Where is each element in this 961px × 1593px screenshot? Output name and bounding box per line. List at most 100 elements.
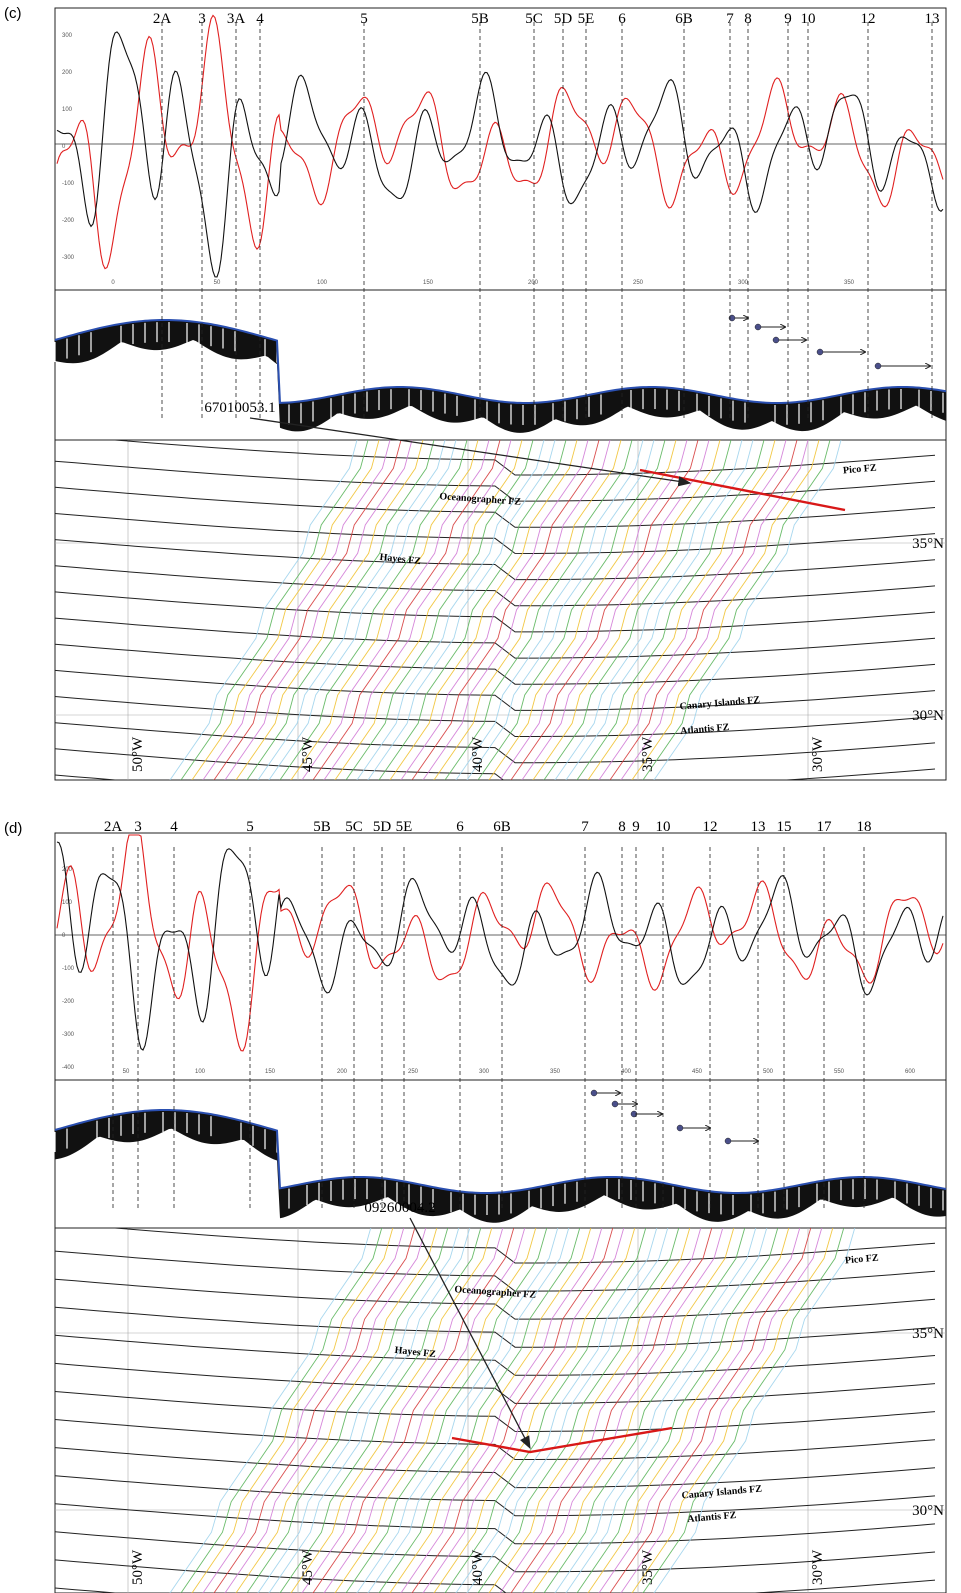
isochron (577, 1228, 778, 1593)
anomaly-label: 5 (246, 819, 254, 835)
x-tick-label: 250 (408, 1069, 419, 1075)
isochron (324, 440, 511, 780)
x-tick-label: 200 (528, 280, 539, 286)
flowline (55, 435, 935, 475)
track-label: 67010053.1 (204, 400, 275, 416)
profile-frame (55, 833, 946, 1080)
isochron (313, 440, 500, 780)
bathy-fill (55, 320, 946, 433)
x-tick-label: 0 (111, 280, 115, 286)
site-dot (773, 337, 779, 343)
flowline (55, 1223, 935, 1263)
isochron (247, 1228, 448, 1593)
lon-label: 35°W (640, 736, 656, 772)
isochron (654, 1228, 855, 1593)
flowline (55, 1391, 935, 1431)
lat-label: 30°N (912, 708, 944, 724)
flowline (55, 592, 935, 632)
isochron (335, 440, 522, 780)
isochron (522, 1228, 723, 1593)
fz-label: Oceanographer FZ (439, 491, 522, 508)
isochron (379, 440, 566, 780)
anomaly-label: 8 (618, 819, 626, 835)
isochron (247, 440, 434, 780)
anomaly-label: 2A (104, 819, 123, 835)
panel-label: (d) (4, 820, 22, 837)
flowline (55, 1251, 935, 1291)
fz-label: Canary Islands FZ (679, 694, 761, 712)
isochron (203, 440, 390, 780)
profile-frame (55, 8, 946, 290)
isochron (258, 1228, 459, 1593)
anomaly-label: 13 (751, 819, 766, 835)
isochron (214, 1228, 415, 1593)
isochron (192, 440, 379, 780)
x-tick-label: 100 (317, 280, 328, 286)
isochron (269, 1228, 470, 1593)
isochron (390, 440, 577, 780)
isochron (434, 1228, 635, 1593)
observed-profile (57, 842, 943, 1050)
anomaly-label: 7 (581, 819, 589, 835)
isochron (456, 440, 643, 780)
isochron (313, 1228, 514, 1593)
site-dot (875, 363, 881, 369)
isochron (302, 440, 489, 780)
anomaly-label: 12 (703, 819, 718, 835)
isochron (467, 1228, 668, 1593)
x-tick-label: 300 (479, 1069, 490, 1075)
anomaly-label: 5D (373, 819, 392, 835)
lat-label: 30°N (912, 1503, 944, 1519)
x-tick-label: 400 (621, 1069, 632, 1075)
fz-label: Atlantis FZ (680, 722, 730, 737)
isochron (368, 1228, 569, 1593)
isochron (643, 1228, 844, 1593)
lon-label: 40°W (470, 1549, 486, 1585)
isochron (357, 1228, 558, 1593)
anomaly-label: 6 (456, 819, 464, 835)
x-tick-label: 250 (633, 280, 644, 286)
flowline (55, 723, 935, 763)
site-dot (591, 1090, 597, 1096)
fz-label: Pico FZ (843, 463, 878, 477)
fz-label: Canary Islands FZ (681, 1483, 763, 1501)
isochron (346, 1228, 547, 1593)
site-dot (755, 324, 761, 330)
flowline (55, 1476, 935, 1516)
flowline (55, 1588, 935, 1593)
y-tick-label: -200 (62, 218, 75, 224)
flowline (55, 1363, 935, 1403)
lon-label: 30°W (810, 736, 826, 772)
isochron (236, 1228, 437, 1593)
map (55, 1223, 946, 1593)
fz-label: Hayes FZ (379, 552, 422, 567)
x-tick-label: 350 (844, 280, 855, 286)
isochron (456, 1228, 657, 1593)
isochron (302, 1228, 503, 1593)
x-tick-label: 600 (905, 1069, 916, 1075)
observed-profile (57, 32, 943, 277)
fz-label: Pico FZ (845, 1253, 880, 1267)
isochron (335, 1228, 536, 1593)
bathy-fill (55, 1110, 946, 1223)
y-tick-label: -100 (62, 181, 75, 187)
isochron (533, 1228, 734, 1593)
y-tick-label: -300 (62, 1032, 75, 1038)
x-tick-label: 50 (214, 280, 221, 286)
isochron (478, 440, 665, 780)
anomaly-label: 4 (170, 819, 178, 835)
lon-label: 50°W (130, 736, 146, 772)
isochron (500, 1228, 701, 1593)
isochron (203, 1228, 404, 1593)
isochron (511, 1228, 712, 1593)
isochron (401, 1228, 602, 1593)
isochron (225, 1228, 426, 1593)
model-profile (57, 835, 943, 1051)
flowline (55, 644, 935, 684)
y-tick-label: 100 (62, 107, 73, 113)
lat-label: 35°N (912, 1326, 944, 1342)
flowline (55, 566, 935, 606)
lon-label: 45°W (300, 1549, 316, 1585)
isochron (225, 440, 412, 780)
isochron (544, 1228, 745, 1593)
